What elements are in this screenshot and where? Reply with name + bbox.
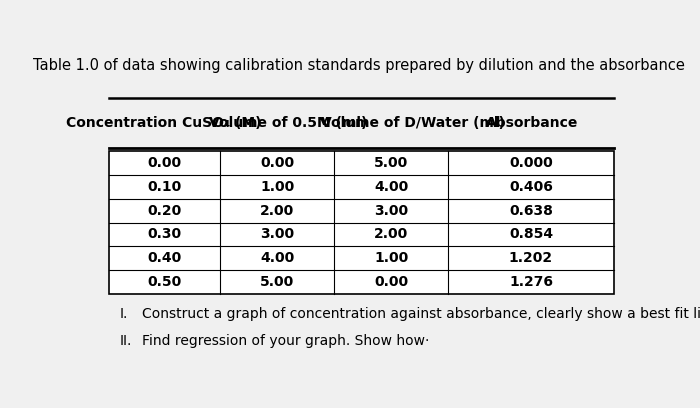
Text: 0.00: 0.00 bbox=[260, 156, 295, 170]
Text: Volume of 0.5M (ml): Volume of 0.5M (ml) bbox=[209, 116, 368, 130]
Text: 3.00: 3.00 bbox=[260, 227, 295, 242]
Text: 0.50: 0.50 bbox=[148, 275, 182, 289]
Text: 0.638: 0.638 bbox=[509, 204, 553, 217]
Text: 5.00: 5.00 bbox=[260, 275, 295, 289]
Text: 0.406: 0.406 bbox=[509, 180, 553, 194]
Text: 0.00: 0.00 bbox=[148, 156, 182, 170]
Text: 0.00: 0.00 bbox=[374, 275, 408, 289]
Bar bbox=[109, 151, 614, 294]
Text: Find regression of your graph. Show how·: Find regression of your graph. Show how· bbox=[141, 334, 429, 348]
Text: 1.00: 1.00 bbox=[374, 251, 408, 265]
Text: 1.00: 1.00 bbox=[260, 180, 295, 194]
Text: Absorbance: Absorbance bbox=[486, 116, 578, 130]
Text: II.: II. bbox=[120, 334, 132, 348]
Text: 0.40: 0.40 bbox=[148, 251, 182, 265]
Text: 2.00: 2.00 bbox=[374, 227, 408, 242]
Text: 0.10: 0.10 bbox=[148, 180, 182, 194]
Text: 5.00: 5.00 bbox=[374, 156, 408, 170]
Text: Table 1.0 of data showing calibration standards prepared by dilution and the abs: Table 1.0 of data showing calibration st… bbox=[33, 58, 685, 73]
Text: I.: I. bbox=[120, 307, 128, 322]
Text: Construct a graph of concentration against absorbance, clearly show a best fit l: Construct a graph of concentration again… bbox=[141, 307, 700, 322]
Text: 4.00: 4.00 bbox=[260, 251, 295, 265]
Text: 4.00: 4.00 bbox=[374, 180, 408, 194]
Text: Concentration CuSO₄ (M): Concentration CuSO₄ (M) bbox=[66, 116, 261, 130]
Text: 0.20: 0.20 bbox=[148, 204, 182, 217]
Text: Volume of D/Water (ml): Volume of D/Water (ml) bbox=[321, 116, 505, 130]
Text: 3.00: 3.00 bbox=[374, 204, 408, 217]
Text: 0.30: 0.30 bbox=[148, 227, 182, 242]
Text: 2.00: 2.00 bbox=[260, 204, 295, 217]
Text: 0.000: 0.000 bbox=[509, 156, 553, 170]
Text: 1.202: 1.202 bbox=[509, 251, 553, 265]
Text: 1.276: 1.276 bbox=[509, 275, 553, 289]
Text: 0.854: 0.854 bbox=[509, 227, 553, 242]
